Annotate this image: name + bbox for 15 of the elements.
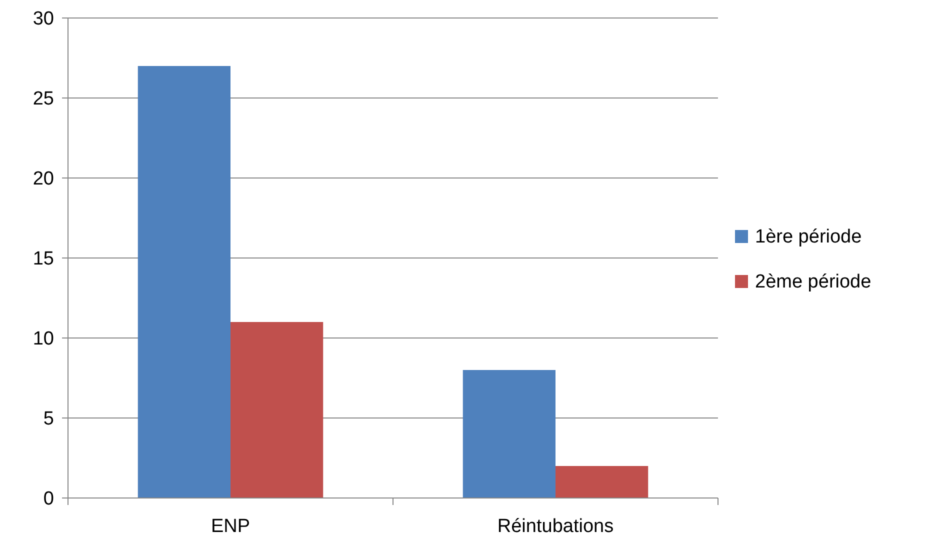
y-tick-label: 10 — [32, 328, 54, 350]
bar — [230, 322, 324, 498]
x-tick-label: Réintubations — [497, 516, 614, 537]
legend-label: 1ère période — [755, 226, 862, 248]
y-tick-label: 0 — [43, 488, 54, 510]
y-tick-label: 30 — [32, 8, 54, 30]
legend-label: 2ème période — [755, 272, 872, 293]
y-tick-label: 15 — [32, 248, 54, 270]
y-tick-label: 25 — [32, 88, 54, 110]
x-tick-label: ENP — [210, 516, 250, 537]
y-tick-label: 20 — [32, 168, 54, 190]
bar — [462, 370, 556, 498]
bar — [138, 66, 230, 498]
bar — [556, 466, 648, 498]
y-tick-label: 5 — [43, 408, 54, 430]
